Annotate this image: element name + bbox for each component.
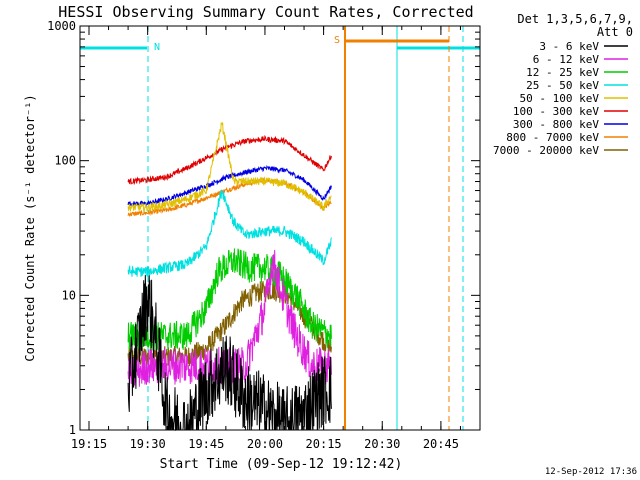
series-12to25keV-line — [127, 248, 332, 351]
legend-label: 50 - 100 keV — [520, 92, 600, 105]
legend-label: 300 - 800 keV — [513, 118, 599, 131]
series-300to800keV-line — [127, 165, 332, 207]
x-tick-label: 19:30 — [130, 437, 166, 451]
y-tick-label: 10 — [62, 288, 76, 302]
x-tick-label: 20:30 — [364, 437, 400, 451]
legend-label: 3 - 6 keV — [539, 40, 599, 53]
series-3to6keV-line — [127, 275, 332, 432]
y-tick-label: 100 — [54, 154, 76, 168]
annotation-n: N — [154, 42, 160, 53]
status-overlay: NS — [80, 26, 480, 430]
y-axis-label: Corrected Count Rate (s⁻¹ detector⁻¹) — [23, 94, 37, 361]
series-50to100keV-line — [127, 121, 332, 213]
chart-title: HESSI Observing Summary Count Rates, Cor… — [58, 3, 473, 21]
x-tick-label: 20:15 — [306, 437, 342, 451]
series-25to50keV-line — [127, 189, 332, 277]
legend-label: 100 - 300 keV — [513, 105, 599, 118]
legend-label: 6 - 12 keV — [533, 53, 600, 66]
y-tick-label: 1 — [69, 423, 76, 437]
y-axis: 1 10 100 1000 — [47, 19, 480, 437]
y-tick-label: 1000 — [47, 19, 76, 33]
footer-date: 12-Sep-2012 17:36 — [545, 467, 637, 477]
series-layer — [127, 121, 332, 432]
x-axis-label: Start Time (09-Sep-12 19:12:42) — [160, 457, 403, 472]
legend-label: 25 - 50 keV — [526, 79, 599, 92]
series-100to300keV-line — [127, 134, 332, 186]
series-800to7000keV-line — [127, 176, 332, 217]
legend-header-line-1: Det 1,3,5,6,7,9, — [517, 12, 633, 26]
legend-label: 12 - 25 keV — [526, 66, 599, 79]
x-tick-label: 20:00 — [247, 437, 283, 451]
annotation-s: S — [334, 35, 340, 46]
x-tick-label: 20:45 — [423, 437, 459, 451]
legend-header-line-2: Att 0 — [597, 25, 633, 39]
x-tick-label: 19:15 — [71, 437, 107, 451]
legend-label: 800 - 7000 keV — [506, 131, 599, 144]
x-axis: 19:15 19:30 19:45 20:00 20:15 20:30 20:45 — [71, 26, 461, 451]
x-tick-label: 19:45 — [188, 437, 224, 451]
plot-frame — [79, 25, 481, 431]
legend-label: 7000 - 20000 keV — [493, 144, 599, 157]
